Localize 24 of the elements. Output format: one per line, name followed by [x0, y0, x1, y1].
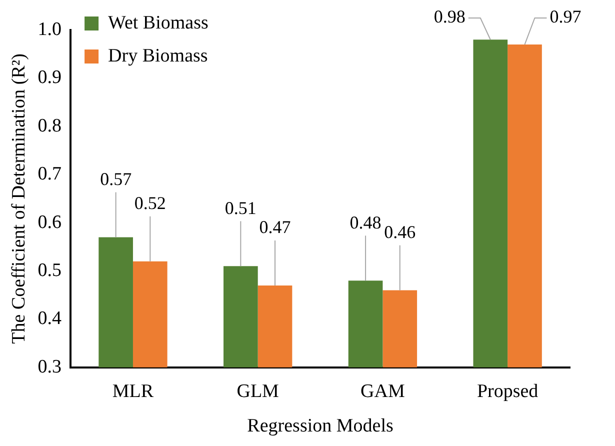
data-label: 0.48	[350, 212, 382, 232]
y-tick-label: 1.0	[38, 18, 62, 40]
data-label: 0.98	[434, 6, 466, 27]
y-tick-label: 0.9	[38, 67, 62, 88]
data-label: 0.57	[100, 168, 132, 189]
y-tick-label: 0.5	[38, 260, 62, 281]
data-label: 0.97	[550, 6, 582, 27]
data-label: 0.51	[224, 198, 256, 218]
x-tick-label: GLM	[236, 380, 280, 402]
data-label: 0.46	[384, 222, 416, 242]
y-tick-label: 0.6	[38, 212, 62, 233]
data-label: 0.47	[259, 217, 291, 238]
x-tick-label: Propsed	[476, 380, 539, 402]
y-tick-label: 0.8	[38, 115, 62, 136]
data-label: 0.52	[134, 193, 166, 214]
x-tick-label: MLR	[112, 380, 154, 402]
legend-label: Wet Biomass	[108, 12, 208, 34]
x-tick-label: GAM	[360, 380, 405, 402]
x-axis-title: Regression Models	[247, 416, 394, 437]
legend-label: Dry Biomass	[108, 45, 208, 66]
y-tick-label: 0.7	[38, 164, 62, 185]
y-tick-label: 0.4	[38, 308, 62, 330]
y-tick-label: 0.3	[38, 356, 62, 378]
y-axis-title: The Coefficient of Determination (R²)	[8, 54, 30, 344]
